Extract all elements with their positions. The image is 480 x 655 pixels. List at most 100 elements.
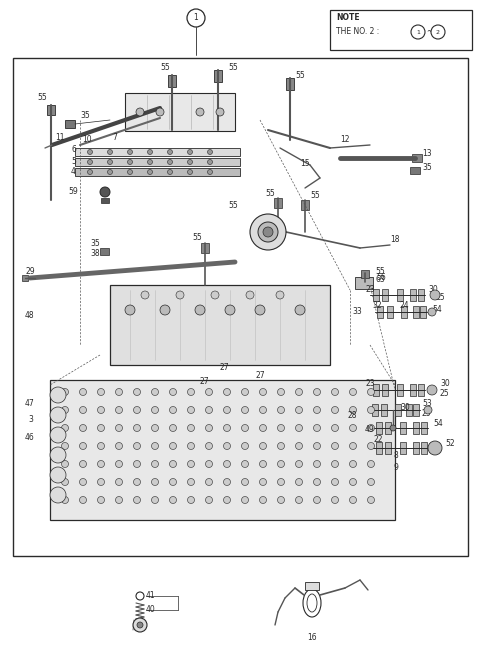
Circle shape <box>224 443 230 449</box>
Circle shape <box>224 388 230 396</box>
Bar <box>383 384 388 396</box>
Circle shape <box>390 425 396 431</box>
Text: 55: 55 <box>160 64 170 73</box>
Bar <box>372 289 379 301</box>
Ellipse shape <box>307 594 317 612</box>
Circle shape <box>296 460 302 468</box>
Bar <box>401 306 407 318</box>
Circle shape <box>207 170 213 174</box>
Bar <box>412 154 422 162</box>
Circle shape <box>97 496 105 504</box>
Circle shape <box>169 424 177 432</box>
Circle shape <box>147 160 153 164</box>
Bar <box>397 384 403 396</box>
Circle shape <box>80 443 86 449</box>
Circle shape <box>116 443 122 449</box>
Circle shape <box>349 443 357 449</box>
Circle shape <box>207 149 213 155</box>
Circle shape <box>277 388 285 396</box>
Circle shape <box>133 460 141 468</box>
Circle shape <box>368 443 374 449</box>
Bar <box>410 289 416 301</box>
Bar <box>381 404 387 416</box>
Circle shape <box>168 149 172 155</box>
Bar <box>301 200 309 210</box>
Circle shape <box>430 290 440 300</box>
Text: 40: 40 <box>146 605 156 614</box>
Text: 29: 29 <box>25 267 35 276</box>
Bar <box>400 422 406 434</box>
Text: 15: 15 <box>300 159 310 168</box>
Circle shape <box>332 479 338 485</box>
Circle shape <box>260 443 266 449</box>
Bar <box>375 422 382 434</box>
Circle shape <box>424 406 432 414</box>
Circle shape <box>169 496 177 504</box>
FancyBboxPatch shape <box>75 158 240 166</box>
Circle shape <box>97 424 105 432</box>
Circle shape <box>368 460 374 468</box>
Circle shape <box>97 443 105 449</box>
Bar <box>420 306 426 318</box>
Circle shape <box>276 291 284 299</box>
Circle shape <box>147 149 153 155</box>
Bar <box>386 306 393 318</box>
Text: 10: 10 <box>82 136 92 145</box>
Bar <box>375 442 382 454</box>
Text: 27: 27 <box>255 371 264 379</box>
Circle shape <box>427 385 437 395</box>
Circle shape <box>125 305 135 315</box>
Circle shape <box>349 460 357 468</box>
Circle shape <box>61 424 69 432</box>
Circle shape <box>80 479 86 485</box>
Circle shape <box>260 388 266 396</box>
Circle shape <box>61 407 69 413</box>
Circle shape <box>169 388 177 396</box>
Circle shape <box>188 443 194 449</box>
Bar <box>413 422 419 434</box>
Circle shape <box>152 407 158 413</box>
Text: 22: 22 <box>373 436 383 445</box>
Circle shape <box>241 407 249 413</box>
Circle shape <box>296 479 302 485</box>
Circle shape <box>277 424 285 432</box>
Circle shape <box>87 149 93 155</box>
Circle shape <box>332 443 338 449</box>
Circle shape <box>195 305 205 315</box>
Circle shape <box>411 25 425 39</box>
Text: 35: 35 <box>90 240 100 248</box>
Circle shape <box>61 443 69 449</box>
Circle shape <box>188 496 194 504</box>
Circle shape <box>188 149 192 155</box>
Text: 16: 16 <box>307 633 317 643</box>
Text: 52: 52 <box>445 438 455 447</box>
Text: 54: 54 <box>433 419 443 428</box>
Circle shape <box>349 496 357 504</box>
Circle shape <box>188 160 192 164</box>
Bar <box>383 289 388 301</box>
Bar <box>413 442 419 454</box>
Text: 41: 41 <box>146 591 156 599</box>
Bar <box>410 167 420 174</box>
Circle shape <box>368 496 374 504</box>
Circle shape <box>296 496 302 504</box>
Circle shape <box>313 424 321 432</box>
Text: 23: 23 <box>365 284 374 293</box>
Circle shape <box>332 407 338 413</box>
Circle shape <box>205 460 213 468</box>
Circle shape <box>152 460 158 468</box>
Circle shape <box>241 479 249 485</box>
Circle shape <box>133 407 141 413</box>
Circle shape <box>205 443 213 449</box>
Circle shape <box>97 388 105 396</box>
Text: 55: 55 <box>37 92 47 102</box>
Text: 55: 55 <box>192 233 202 242</box>
Circle shape <box>116 496 122 504</box>
FancyBboxPatch shape <box>75 168 240 176</box>
Circle shape <box>368 388 374 396</box>
Circle shape <box>133 424 141 432</box>
FancyBboxPatch shape <box>110 285 330 365</box>
Circle shape <box>428 441 442 455</box>
Circle shape <box>97 479 105 485</box>
Circle shape <box>188 407 194 413</box>
